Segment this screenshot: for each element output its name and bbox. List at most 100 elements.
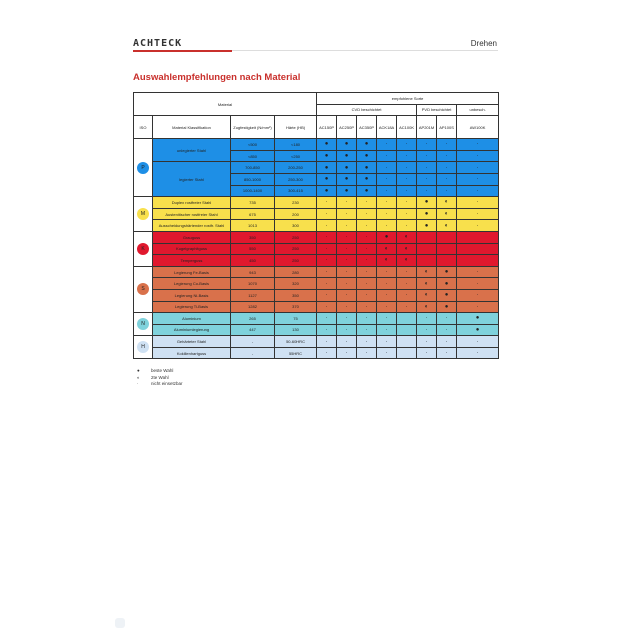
grade-mark-cell: · (376, 288, 398, 302)
hardness-cell: 350 (273, 288, 318, 302)
grade-mark-cell: · (376, 149, 398, 163)
iso-cell: P (133, 138, 153, 198)
table-row: Legierung Ti-Basis 1282 370 · · · · · ◐ ● · (134, 300, 500, 314)
table-row: Legierung Co-Basis 1070 320 · · · · · ◐ ● · (134, 277, 500, 290)
material-cell: Kugelgraphitguss (152, 242, 231, 256)
iso-cell: K (133, 230, 153, 267)
legend-symbol: ◐ (137, 374, 140, 380)
grade-mark-cell: · (416, 161, 438, 174)
hardness-cell: 75 (273, 312, 318, 325)
grade-mark-cell: · (356, 323, 378, 337)
grade-mark-cell: · (416, 149, 438, 163)
grade-mark-cell: ● (436, 277, 458, 290)
grade-header: AC250P (336, 115, 358, 140)
material-cell: unlegierter Stahl (152, 138, 231, 163)
grade-mark-cell: ◐ (436, 219, 458, 232)
grade-mark-cell: ● (456, 312, 500, 325)
scan-corner-mark (115, 618, 125, 628)
grade-header: AW100K (456, 115, 500, 140)
grade-mark-cell: · (396, 288, 418, 302)
grade-mark-cell (416, 254, 438, 267)
grade-mark-cell: · (396, 161, 418, 174)
table-row: Temperguss 450 250 · · · ◐ ◐ (134, 254, 500, 267)
grade-mark-cell: · (316, 300, 338, 314)
grade-mark-cell (436, 254, 458, 267)
column-header: Material Klassifikation (152, 115, 231, 140)
grade-mark-cell: ● (316, 138, 338, 151)
tensile-strength-cell: 450 (230, 254, 275, 267)
grade-mark-cell: · (396, 138, 418, 151)
hardness-cell: 230 (273, 196, 318, 209)
material-recommendation-table: Material empfohlene Sorte CVD beschichte… (132, 91, 500, 360)
grade-mark-cell: ◐ (416, 300, 438, 314)
grade-mark-cell: · (376, 300, 398, 314)
table-row: Ausscheidungshärtender rostfr. Stahl 1013… (134, 219, 500, 232)
material-cell: legierter Stahl (152, 161, 231, 198)
hardness-cell: <180 (273, 138, 318, 151)
grade-mark-cell: · (456, 184, 500, 198)
grade-mark-cell: ◐ (396, 230, 418, 244)
grade-mark-cell: ◐ (416, 277, 438, 290)
grade-mark-cell: · (376, 196, 398, 209)
grade-mark-cell: ● (336, 149, 358, 163)
table-row: <850 <250 ● ● ● · · · · · (134, 149, 500, 163)
grade-mark-cell: · (356, 288, 378, 302)
grade-mark-cell: ◐ (396, 242, 418, 256)
grade-mark-cell: · (376, 346, 398, 360)
grade-header: AC150P (316, 115, 338, 140)
table-row: S Legierung Fe-Basis 943 280 · · · · · ◐ ● · (133, 265, 500, 314)
grade-mark-cell: · (456, 288, 500, 302)
grade-mark-cell: · (376, 172, 398, 186)
grade-mark-cell: · (416, 138, 438, 151)
grade-mark-cell (456, 242, 500, 256)
grade-mark-cell: · (436, 323, 458, 337)
tensile-strength-cell: <500 (230, 138, 275, 151)
grade-mark-cell: · (376, 277, 398, 290)
grade-mark-cell: · (396, 184, 418, 198)
grade-mark-cell: · (356, 265, 378, 279)
tensile-strength-cell: - (230, 346, 275, 360)
grade-mark-cell: · (316, 277, 338, 290)
grade-mark-cell: · (316, 254, 338, 267)
grade-mark-cell: · (376, 207, 398, 221)
grade-mark-cell: · (376, 138, 398, 151)
tensile-strength-cell: 1282 (230, 300, 275, 314)
grade-mark-cell: ● (356, 149, 378, 163)
grade-mark-cell: · (396, 196, 418, 209)
legend-item: ◐ 2te Wahl (137, 375, 183, 382)
grade-mark-cell: ◐ (416, 288, 438, 302)
material-cell: Grauguss (152, 230, 231, 244)
material-cell: Kokillenhartguss (152, 346, 231, 360)
grade-mark-cell: ● (416, 196, 438, 209)
tensile-strength-cell: 700-850 (230, 161, 275, 174)
grade-mark-cell: · (396, 219, 418, 232)
grade-mark-cell: ◐ (436, 196, 458, 209)
recommended-grade-header: empfohlene Sorte (316, 92, 500, 105)
grade-mark-cell: · (336, 288, 358, 302)
material-cell: Aluminiumlegierung (152, 323, 231, 337)
tensile-strength-cell: <850 (230, 149, 275, 163)
hardness-cell: 250 (273, 254, 318, 267)
grade-mark-cell: · (336, 219, 358, 232)
legend-label: nicht einsetzbar (151, 381, 183, 386)
material-cell: Legierung Fe-Basis (152, 265, 231, 279)
grade-mark-cell: ◐ (416, 265, 438, 279)
table-row: Austenitischer rostfreier Stahl 675 200 · · ·… (134, 207, 500, 221)
hardness-cell: 200 (273, 207, 318, 221)
tensile-strength-cell: 850-1000 (230, 172, 275, 186)
grade-mark-cell: ● (336, 161, 358, 174)
tensile-strength-cell: 1013 (230, 219, 275, 232)
grade-mark-cell: · (336, 300, 358, 314)
material-cell: Legierung Ni-Basis (152, 288, 231, 302)
grade-mark-cell: ● (456, 323, 500, 337)
grade-header: AP100S (436, 115, 458, 140)
grade-mark-cell: · (336, 335, 358, 348)
grade-header: AP201M (416, 115, 438, 140)
grade-mark-cell: · (336, 254, 358, 267)
grade-mark-cell: · (416, 323, 438, 337)
grade-mark-cell: · (316, 242, 338, 256)
grade-mark-cell: ● (316, 172, 338, 186)
grade-mark-cell: · (356, 312, 378, 325)
grade-mark-cell: · (376, 323, 398, 337)
table-row: Legierung Ni-Basis 1127 350 · · · · · ◐ ● · (134, 288, 500, 302)
